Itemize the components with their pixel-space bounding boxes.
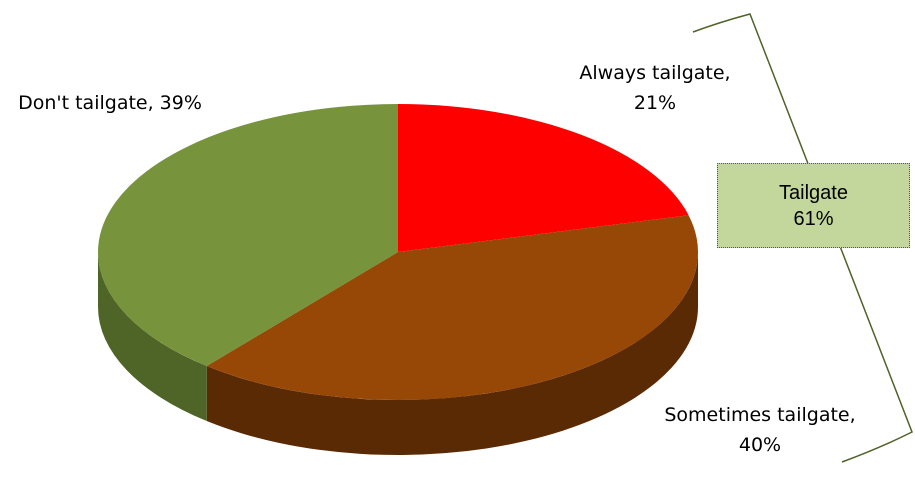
annotation-title: Tailgate xyxy=(779,181,848,204)
slice-side xyxy=(98,252,207,422)
data-label: Sometimes tailgate, 40% xyxy=(664,404,856,456)
annotation-box: Tailgate 61% xyxy=(717,163,910,248)
slice-side xyxy=(206,252,698,456)
data-label: Always tailgate, 21% xyxy=(579,62,731,114)
slice xyxy=(206,215,699,400)
annotation-text: 61% xyxy=(793,207,834,230)
slice xyxy=(98,104,399,367)
data-label: Don't tailgate, 39% xyxy=(18,92,202,114)
slice xyxy=(398,104,689,252)
bracket xyxy=(692,13,913,463)
